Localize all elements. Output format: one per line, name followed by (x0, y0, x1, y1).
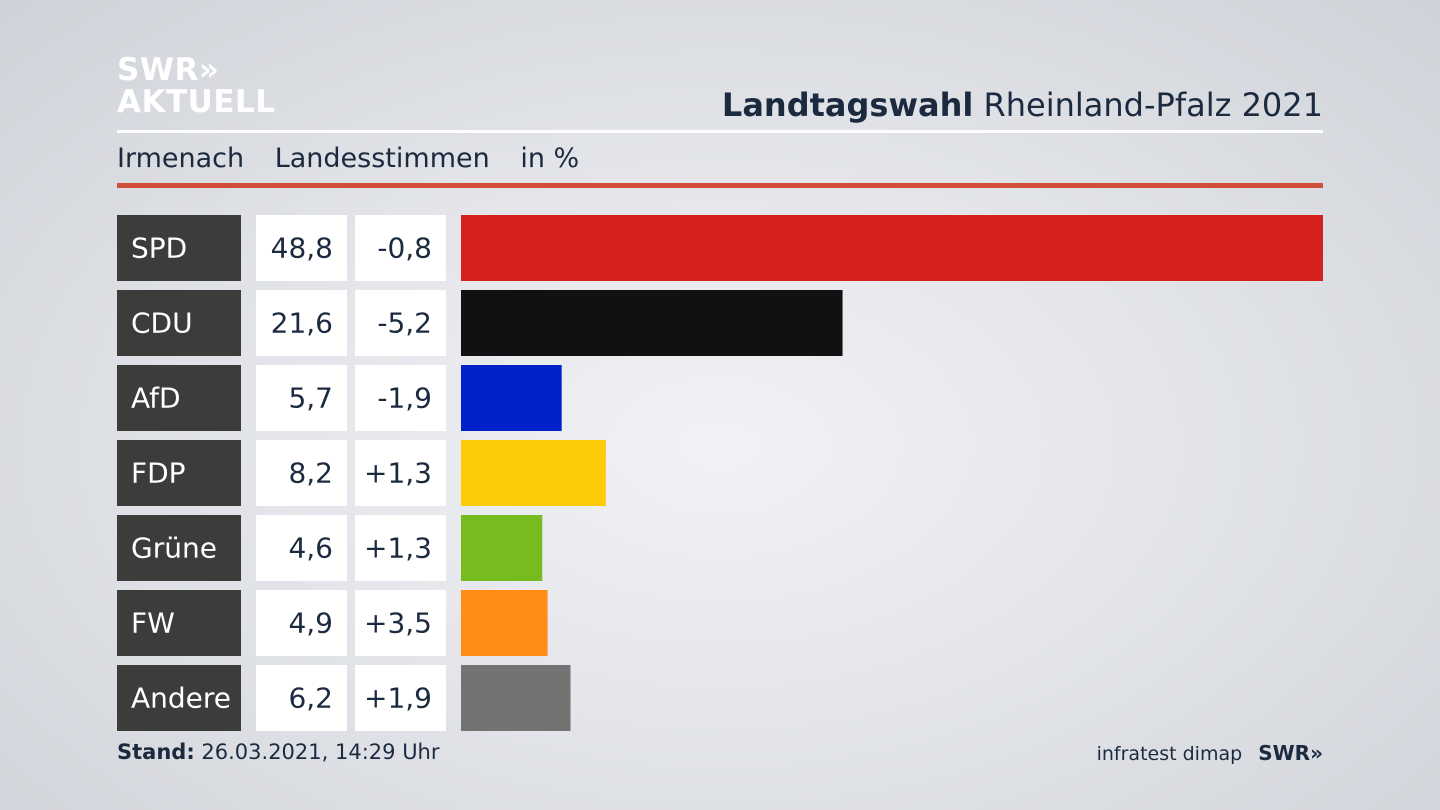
change-label: +1,3 (364, 532, 432, 565)
value-box (256, 515, 347, 581)
bar-fw (461, 590, 548, 656)
party-label-box (117, 365, 241, 431)
bar-grüne (461, 515, 543, 581)
value-box (256, 215, 347, 281)
value-label: 5,7 (288, 382, 333, 415)
party-label: AfD (131, 382, 181, 415)
value-box (256, 365, 347, 431)
party-label: SPD (131, 232, 187, 265)
party-label: FDP (131, 457, 186, 490)
party-label-box (117, 590, 241, 656)
page-title: Landtagswahl Rheinland-Pfalz 2021 (722, 86, 1323, 124)
subtitle-place: Irmenach (117, 143, 245, 174)
value-box (256, 590, 347, 656)
value-label: 8,2 (288, 457, 333, 490)
value-label: 4,6 (288, 532, 333, 565)
change-box (355, 365, 446, 431)
value-label: 4,9 (288, 607, 333, 640)
stand-label: Stand: (117, 740, 195, 764)
change-label: +1,9 (364, 682, 432, 715)
change-label: -1,9 (377, 382, 432, 415)
timestamp: Stand: 26.03.2021, 14:29 Uhr (117, 740, 440, 764)
logo-line-2: AKTUELL (117, 84, 276, 120)
title-bold: Landtagswahl (721, 86, 974, 124)
value-box (256, 440, 347, 506)
subtitle-divider (117, 183, 1323, 188)
party-label: Andere (131, 682, 231, 715)
broadcaster-logo: SWR» (1258, 741, 1323, 765)
change-box (355, 215, 446, 281)
source-credit: infratest dimap SWR» (1097, 741, 1323, 765)
bar-andere (461, 665, 571, 731)
change-box (355, 290, 446, 356)
change-label: +3,5 (364, 607, 432, 640)
party-label-box (117, 515, 241, 581)
logo-line-1: SWR» (117, 52, 220, 88)
title-rest: Rheinland-Pfalz 2021 (983, 86, 1323, 124)
change-box (355, 440, 446, 506)
party-label-box (117, 440, 241, 506)
party-label-box (117, 290, 241, 356)
change-box (355, 590, 446, 656)
chart-subtitle: Irmenach Landesstimmen in % (117, 143, 601, 174)
bar-cdu (461, 290, 843, 356)
change-label: +1,3 (364, 457, 432, 490)
party-label-box (117, 665, 241, 731)
party-label: CDU (131, 307, 193, 340)
value-label: 48,8 (271, 232, 333, 265)
value-label: 6,2 (288, 682, 333, 715)
swr-aktuell-logo: SWR» AKTUELL (117, 54, 276, 118)
change-box (355, 665, 446, 731)
value-box (256, 665, 347, 731)
source-name: infratest dimap (1096, 743, 1243, 765)
change-box (355, 515, 446, 581)
subtitle-unit: in % (520, 143, 580, 174)
stand-value: 26.03.2021, 14:29 Uhr (201, 740, 440, 764)
bar-fdp (461, 440, 606, 506)
party-label: Grüne (131, 532, 217, 565)
change-label: -5,2 (377, 307, 432, 340)
subtitle-measure: Landesstimmen (274, 143, 490, 174)
bar-spd (461, 215, 1323, 281)
title-divider (117, 130, 1323, 133)
change-label: -0,8 (377, 232, 432, 265)
party-label-box (117, 215, 241, 281)
party-label: FW (131, 607, 175, 640)
value-box (256, 290, 347, 356)
bar-afd (461, 365, 562, 431)
value-label: 21,6 (271, 307, 333, 340)
